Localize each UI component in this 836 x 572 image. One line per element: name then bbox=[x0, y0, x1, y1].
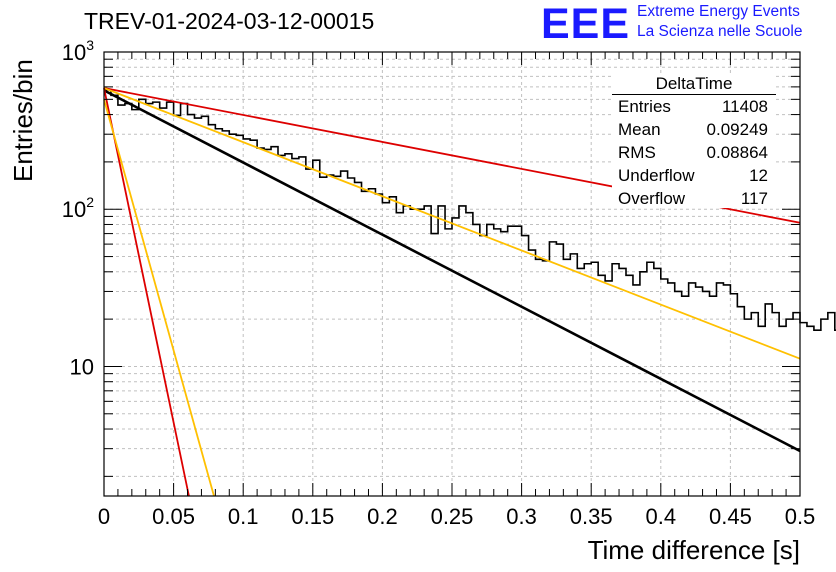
x-tick-label: 0.4 bbox=[646, 504, 677, 529]
eee-logo: EEE bbox=[541, 0, 631, 48]
stats-label: Mean bbox=[618, 120, 661, 139]
x-tick-label: 0.5 bbox=[785, 504, 816, 529]
x-tick-label: 0.35 bbox=[570, 504, 613, 529]
stats-box: DeltaTime Entries 11408 Mean 0.09249 RMS… bbox=[612, 74, 776, 208]
histogram-step-line bbox=[104, 88, 836, 332]
x-tick-label: 0.05 bbox=[152, 504, 195, 529]
y-tick-label: 102 bbox=[62, 194, 94, 222]
fit-curves bbox=[103, 87, 801, 497]
stats-row-mean: Mean 0.09249 bbox=[612, 118, 776, 141]
histogram bbox=[104, 88, 836, 332]
y-axis-label: Entries/bin bbox=[8, 59, 38, 182]
x-tick-label: 0.25 bbox=[431, 504, 474, 529]
stats-title: DeltaTime bbox=[612, 74, 776, 95]
stats-row-rms: RMS 0.08864 bbox=[612, 141, 776, 164]
stats-label: Underflow bbox=[618, 166, 695, 185]
stats-row-overflow: Overflow 117 bbox=[612, 187, 776, 210]
curve-fast-yellow bbox=[103, 99, 215, 497]
stats-label: Overflow bbox=[618, 189, 686, 208]
x-tick-label: 0.45 bbox=[709, 504, 752, 529]
stats-value: 12 bbox=[749, 166, 768, 185]
stats-row-underflow: Underflow 12 bbox=[612, 164, 776, 187]
stats-value: 117 bbox=[740, 189, 768, 208]
stats-label: RMS bbox=[618, 143, 656, 162]
stats-value: 0.09249 bbox=[706, 120, 768, 139]
y-tick-label: 10 bbox=[70, 354, 94, 379]
x-tick-label: 0.1 bbox=[228, 504, 259, 529]
x-tick-label: 0.15 bbox=[291, 504, 334, 529]
curve-fast-red bbox=[103, 87, 190, 497]
curve-fit bbox=[103, 89, 801, 453]
x-axis-label: Time difference [s] bbox=[587, 535, 800, 565]
stats-value: 11408 bbox=[721, 97, 768, 116]
x-tick-label: 0 bbox=[98, 504, 110, 529]
chart-title: TREV-01-2024-03-12-00015 bbox=[84, 8, 375, 34]
curve-slow-yellow bbox=[103, 87, 801, 360]
stats-label: Entries bbox=[618, 97, 671, 116]
x-tick-label: 0.3 bbox=[506, 504, 537, 529]
stats-value: 0.08864 bbox=[706, 143, 768, 162]
logo-line-1: Extreme Energy Events bbox=[637, 3, 800, 20]
stats-row-entries: Entries 11408 bbox=[612, 95, 776, 118]
axes: 0 0.05 0.1 0.15 0.2 0.25 0.3 0.35 0.4 0.45 0.5 10 10… bbox=[62, 37, 816, 529]
x-tick-label: 0.2 bbox=[367, 504, 398, 529]
y-tick-label: 103 bbox=[62, 37, 94, 65]
logo-line-2: La Scienza nelle Scuole bbox=[637, 23, 803, 40]
